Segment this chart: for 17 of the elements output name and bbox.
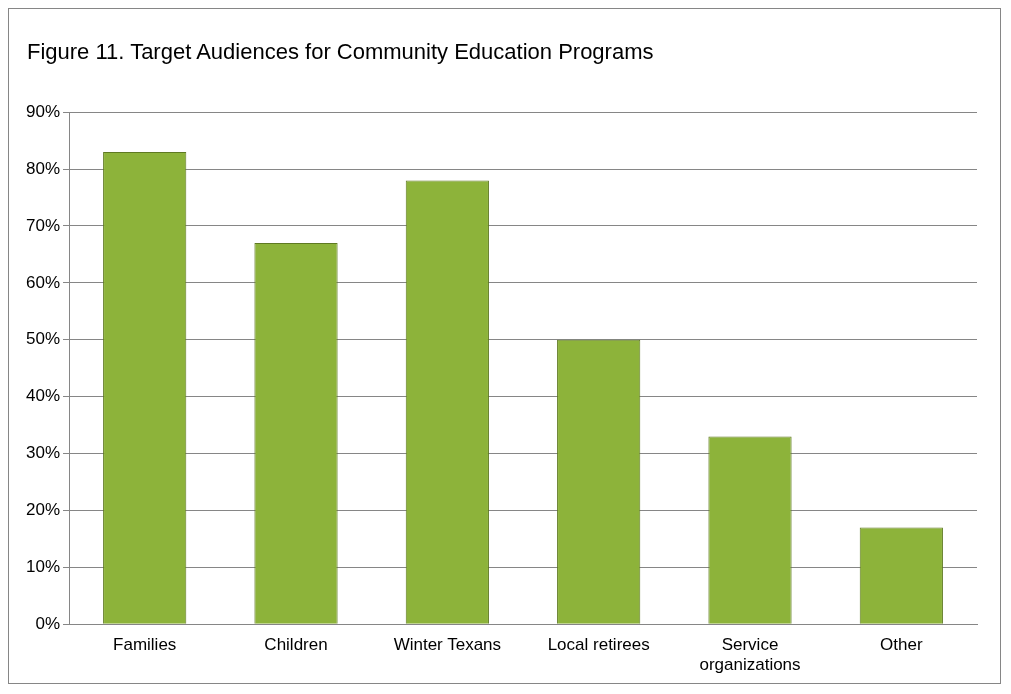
y-tick-label: 90% bbox=[25, 101, 61, 121]
x-tick-label: Local retirees bbox=[547, 635, 650, 655]
x-tick-label: Other bbox=[880, 635, 923, 655]
y-tick-label: 70% bbox=[25, 215, 61, 235]
x-tick-label: Families bbox=[113, 635, 177, 655]
chart-title: Figure 11. Target Audiences for Community Education Programs bbox=[27, 38, 655, 66]
y-tick-label: 0% bbox=[35, 613, 61, 633]
y-tick-label: 10% bbox=[25, 557, 61, 576]
y-tick-label: 40% bbox=[25, 386, 61, 406]
y-tick-label: 80% bbox=[25, 158, 61, 178]
x-tick-label: Children bbox=[264, 635, 328, 655]
x-tick-label: Winter Texans bbox=[393, 635, 502, 655]
y-tick-label: 30% bbox=[25, 443, 61, 463]
y-tick-label: 20% bbox=[25, 500, 61, 520]
y-tick-label: 60% bbox=[25, 272, 61, 292]
y-tick-label: 50% bbox=[25, 329, 61, 349]
x-tick-label: Service organizations bbox=[699, 635, 801, 675]
